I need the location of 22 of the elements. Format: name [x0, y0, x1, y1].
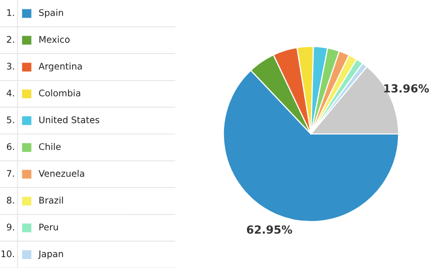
legend-label: Brazil	[39, 196, 63, 204]
data-label: 13.96%	[384, 84, 429, 93]
text: 8.	[6, 196, 14, 204]
legend-label: Argentina	[38, 62, 82, 72]
text: 1.	[7, 9, 14, 16]
text: 2.	[6, 36, 14, 43]
text: 3.	[6, 62, 14, 70]
legend-label: United States	[39, 116, 100, 124]
legend-label: Colombia	[39, 89, 80, 96]
text: 10.	[2, 250, 14, 258]
legend-label: Peru	[39, 224, 58, 230]
text: 5.	[6, 116, 14, 124]
data-label: 62.95%	[246, 225, 292, 234]
legend-label: Chile	[39, 143, 61, 150]
legend-label: Spain	[39, 9, 63, 18]
legend-label: Japan	[38, 250, 63, 259]
legend-label: Venezuela	[38, 170, 84, 177]
legend-label: Mexico	[39, 36, 70, 43]
text: 4.	[6, 90, 14, 96]
text: 9.	[6, 224, 14, 230]
text: 7.	[7, 170, 14, 177]
text: 6.	[6, 143, 14, 150]
